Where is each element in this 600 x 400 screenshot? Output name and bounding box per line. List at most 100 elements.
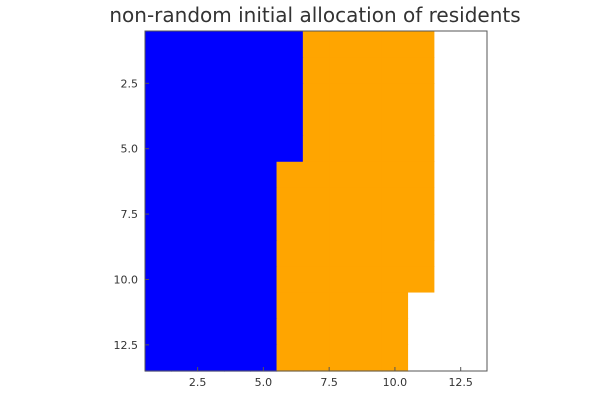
heatmap-cell-blue — [223, 266, 251, 294]
heatmap-cell-empty — [460, 344, 488, 372]
heatmap-cell-blue — [223, 344, 251, 372]
heatmap-cell-orange — [355, 214, 383, 241]
heatmap-cell-blue — [250, 214, 278, 241]
x-tick-label: 12.5 — [448, 376, 473, 389]
heatmap-cell-blue — [276, 109, 304, 137]
heatmap-cell-blue — [223, 240, 251, 267]
heatmap-cell-orange — [381, 135, 409, 163]
heatmap-cell-blue — [223, 109, 251, 137]
heatmap-cell-orange — [355, 83, 383, 111]
heatmap-cell-orange — [329, 318, 357, 346]
x-tick-label: 7.5 — [320, 376, 338, 389]
chart-title: non-random initial allocation of residen… — [109, 3, 520, 27]
heatmap-cell-orange — [381, 240, 409, 267]
heatmap-cell-orange — [329, 214, 357, 241]
heatmap-cell-orange — [355, 266, 383, 294]
heatmap-cell-empty — [434, 240, 462, 267]
heatmap-cell-empty — [460, 135, 488, 163]
y-tick-label: 12.5 — [114, 339, 139, 352]
heatmap-cell-orange — [276, 161, 304, 189]
heatmap-cell-empty — [434, 57, 462, 84]
heatmap-cells — [145, 31, 488, 372]
heatmap-cell-orange — [302, 344, 330, 372]
heatmap-cell-blue — [250, 135, 278, 163]
heatmap-cell-empty — [434, 109, 462, 137]
heatmap-cell-orange — [355, 318, 383, 346]
heatmap-cell-orange — [381, 161, 409, 189]
heatmap-cell-orange — [408, 214, 435, 241]
heatmap-cell-empty — [460, 31, 488, 58]
heatmap-cell-blue — [197, 318, 225, 346]
heatmap-cell-orange — [408, 161, 435, 189]
heatmap-cell-blue — [250, 240, 278, 267]
heatmap-cell-orange — [302, 240, 330, 267]
heatmap-cell-orange — [329, 31, 357, 58]
heatmap-cell-orange — [302, 83, 330, 111]
heatmap-cell-blue — [145, 31, 172, 58]
heatmap-cell-blue — [171, 214, 199, 241]
heatmap-cell-orange — [302, 187, 330, 215]
heatmap-cell-orange — [381, 83, 409, 111]
heatmap-cell-blue — [197, 266, 225, 294]
heatmap-cell-orange — [329, 161, 357, 189]
x-tick-label: 10.0 — [383, 376, 408, 389]
heatmap-cell-orange — [381, 214, 409, 241]
heatmap-cell-orange — [408, 266, 435, 294]
heatmap-cell-orange — [381, 318, 409, 346]
heatmap-cell-orange — [329, 57, 357, 84]
heatmap-cell-blue — [197, 214, 225, 241]
heatmap-cell-orange — [329, 292, 357, 320]
heatmap-cell-blue — [223, 31, 251, 58]
heatmap-cell-blue — [171, 318, 199, 346]
heatmap-cell-orange — [355, 292, 383, 320]
heatmap-cell-orange — [355, 187, 383, 215]
heatmap-cell-orange — [302, 292, 330, 320]
heatmap-cell-blue — [250, 31, 278, 58]
heatmap-cell-blue — [223, 161, 251, 189]
heatmap-cell-empty — [434, 214, 462, 241]
heatmap-cell-empty — [460, 57, 488, 84]
heatmap-cell-orange — [302, 161, 330, 189]
heatmap-cell-blue — [223, 83, 251, 111]
heatmap-cell-empty — [434, 266, 462, 294]
heatmap-cell-orange — [408, 109, 435, 137]
heatmap-cell-blue — [223, 318, 251, 346]
heatmap-cell-blue — [276, 31, 304, 58]
heatmap-cell-orange — [276, 292, 304, 320]
x-axis: 2.5 5.0 7.5 10.0 12.5 — [189, 367, 473, 389]
heatmap-cell-blue — [171, 135, 199, 163]
heatmap-cell-blue — [145, 214, 172, 241]
heatmap-cell-empty — [460, 318, 488, 346]
heatmap-cell-orange — [302, 31, 330, 58]
heatmap-cell-blue — [223, 214, 251, 241]
heatmap-cell-orange — [329, 187, 357, 215]
heatmap-cell-empty — [460, 266, 488, 294]
heatmap-cell-orange — [329, 109, 357, 137]
heatmap-cell-blue — [145, 109, 172, 137]
heatmap-cell-orange — [408, 135, 435, 163]
heatmap-cell-empty — [434, 161, 462, 189]
heatmap-cell-orange — [355, 31, 383, 58]
heatmap-cell-blue — [250, 83, 278, 111]
heatmap-cell-blue — [145, 187, 172, 215]
heatmap-cell-empty — [460, 187, 488, 215]
heatmap-cell-blue — [197, 161, 225, 189]
heatmap-cell-orange — [381, 292, 409, 320]
heatmap-cell-blue — [276, 83, 304, 111]
heatmap-cell-blue — [171, 266, 199, 294]
heatmap-cell-orange — [302, 266, 330, 294]
heatmap-cell-blue — [145, 344, 172, 372]
heatmap-cell-blue — [197, 240, 225, 267]
heatmap-cell-orange — [355, 135, 383, 163]
heatmap-cell-orange — [355, 161, 383, 189]
heatmap-cell-blue — [197, 344, 225, 372]
heatmap-cell-orange — [329, 240, 357, 267]
heatmap-cell-blue — [223, 135, 251, 163]
heatmap-cell-blue — [145, 266, 172, 294]
heatmap-cell-empty — [434, 318, 462, 346]
heatmap-cell-blue — [250, 292, 278, 320]
plot-frame — [144, 30, 488, 372]
heatmap-cell-blue — [223, 187, 251, 215]
heatmap-cell-orange — [381, 57, 409, 84]
